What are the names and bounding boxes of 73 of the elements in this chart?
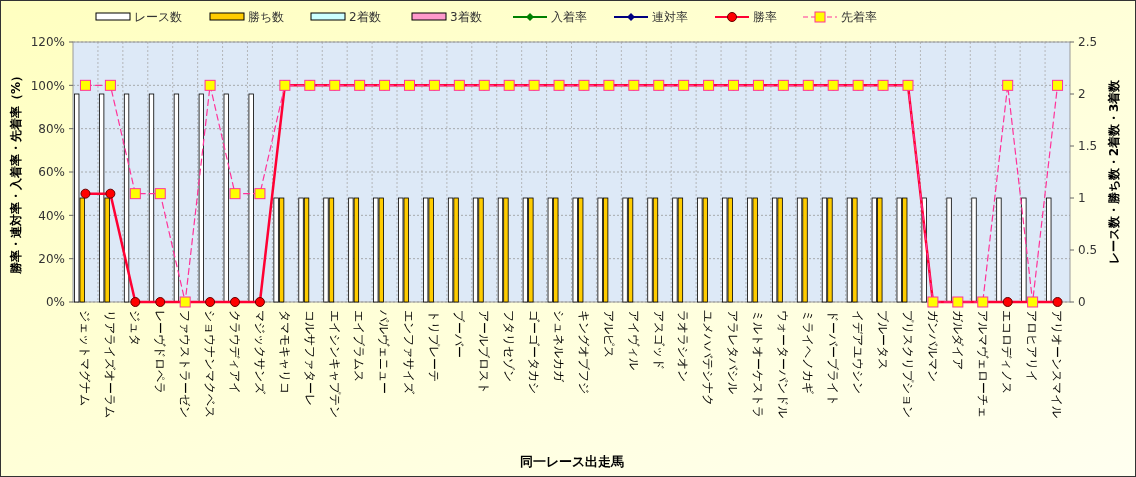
legend-label: 入着率 — [551, 10, 587, 25]
x-tick-label: キングオブフジ — [576, 310, 591, 394]
x-tick-label: ブルータス — [875, 310, 890, 370]
point — [229, 188, 241, 200]
x-tick-label: アールブロスト — [477, 310, 492, 394]
y2-tick-label: 1.5 — [1078, 139, 1098, 154]
x-tick-label: クラウディアイ — [227, 310, 242, 394]
x-tick-label: ショウナンマクベス — [202, 310, 217, 418]
x-tick-label: ドーバーブライト — [826, 310, 841, 406]
x-tick-label: ジュタ — [128, 310, 143, 346]
point — [1002, 79, 1014, 91]
x-tick-label: ファウストラーゼン — [177, 310, 192, 418]
x-tick-label: ゴーゴータカシ — [526, 310, 541, 394]
x-tick-label: コルサファターレ — [302, 310, 317, 406]
y2-tick-label: 0.5 — [1078, 243, 1098, 258]
x-tick-label: トリプレーテ — [427, 310, 442, 382]
x-tick-label: ラオラシオン — [676, 310, 691, 382]
x-axis-title: 同一レース出走馬 — [519, 454, 624, 469]
x-tick-label: アイヴィル — [626, 310, 641, 370]
legend-label: レース数 — [134, 10, 182, 25]
x-tick-label: シュネルカガ — [551, 310, 566, 383]
point — [1052, 79, 1064, 91]
y-tick-label: 0% — [45, 295, 65, 310]
x-tick-label: パルヴェニュー — [377, 309, 392, 394]
x-tick-label: アラレタバシル — [726, 310, 741, 394]
y2-tick-label: 2 — [1078, 87, 1086, 102]
x-tick-label: リアライズオーラム — [103, 310, 118, 418]
y-tick-label: 100% — [30, 78, 65, 93]
x-tick-label: ガンバルマン — [925, 310, 940, 382]
point — [104, 79, 116, 91]
legend-label: 2着数 — [349, 10, 381, 25]
x-tick-label: イデアユウシン — [850, 310, 865, 394]
legend-label: 勝率 — [753, 10, 777, 25]
x-tick-label: プリスクリプション — [900, 310, 915, 418]
x-tick-label: アロヒアリイ — [1025, 310, 1040, 382]
legend-label: 先着率 — [841, 10, 877, 25]
x-tick-label: アリオーンスマイル — [1050, 310, 1065, 418]
y-tick-label: 20% — [38, 251, 65, 266]
y2-axis-title: レース数・勝ち数・2着数・3着数 — [1107, 78, 1121, 265]
y-tick-label: 60% — [38, 165, 65, 180]
y-axis-title: 勝率・連対率・入着率・先着率（%） — [9, 69, 23, 276]
legend-label: 連対率 — [652, 10, 688, 25]
x-tick-label: ジェットマグナム — [78, 310, 93, 406]
point — [204, 79, 216, 91]
legend-label: 勝ち数 — [248, 10, 284, 25]
x-tick-label: ミライヘノカギ — [801, 310, 816, 394]
y-tick-label: 40% — [38, 208, 65, 223]
point — [254, 188, 266, 200]
x-tick-label: アルピス — [601, 310, 616, 358]
y-tick-label: 120% — [30, 35, 65, 50]
point — [154, 188, 166, 200]
legend-label: 3着数 — [450, 10, 482, 25]
x-tick-label: エイシンキャプテン — [327, 310, 342, 418]
x-tick-label: エンファサイズ — [402, 310, 417, 395]
x-tick-label: ガルダイア — [950, 310, 965, 370]
x-tick-label: ミルトオーケストラ — [751, 310, 766, 418]
point — [129, 188, 141, 200]
x-tick-label: タマモキャリコ — [277, 310, 292, 394]
x-tick-label: ウォーターパンドル — [776, 310, 791, 418]
x-tick-label: ユメハバテシナク — [701, 310, 716, 406]
x-tick-label: マジックサンズ — [252, 310, 267, 395]
y2-tick-label: 1 — [1078, 191, 1086, 206]
y2-tick-label: 0 — [1078, 295, 1086, 310]
y2-tick-label: 2.5 — [1078, 35, 1098, 50]
x-tick-label: エイブラムス — [352, 310, 367, 382]
x-tick-label: ブーバー — [452, 310, 467, 358]
point — [79, 79, 91, 91]
x-tick-label: レーヴドロペラ — [153, 310, 168, 394]
x-tick-label: アスゴッド — [651, 310, 666, 370]
y-tick-label: 80% — [38, 121, 65, 136]
x-tick-label: アルマヴェローチェ — [975, 310, 990, 418]
x-tick-label: フタリセゾン — [501, 310, 516, 382]
x-tick-label: エコロディノス — [1000, 310, 1015, 394]
